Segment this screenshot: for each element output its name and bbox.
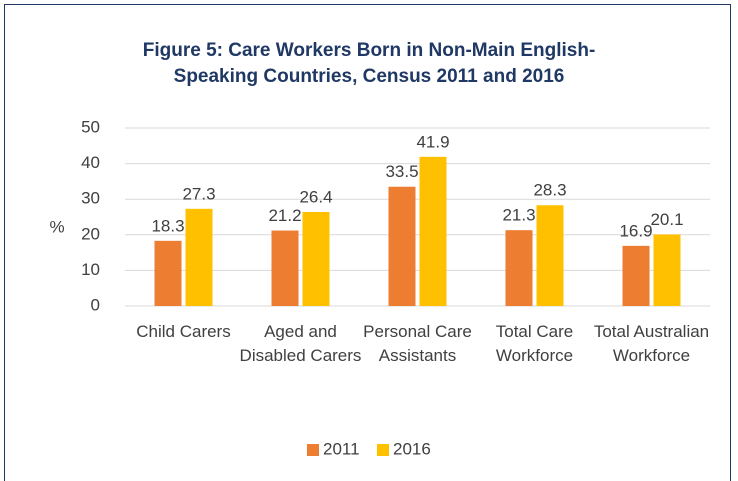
- y-tick-label: 40: [81, 153, 100, 172]
- bar: [653, 234, 681, 306]
- bar: [271, 230, 299, 306]
- data-label: 41.9: [416, 132, 449, 151]
- bar: [154, 240, 182, 306]
- legend-swatch: [377, 444, 389, 456]
- data-label: 21.3: [502, 206, 535, 225]
- y-axis-label: %: [49, 217, 64, 236]
- chart-title: Figure 5: Care Workers Born in Non-Main …: [142, 40, 596, 87]
- legend-label: 2011: [323, 439, 360, 458]
- x-tick-label: Personal Care Assistants: [363, 322, 472, 365]
- bar: [419, 156, 447, 306]
- bar: [302, 212, 330, 306]
- data-label: 27.3: [182, 184, 215, 203]
- data-label: 26.4: [299, 188, 332, 207]
- data-label: 33.5: [385, 162, 418, 181]
- data-label: 18.3: [151, 216, 184, 235]
- y-tick-label: 50: [81, 117, 100, 136]
- bar: [622, 245, 650, 306]
- bar: [388, 186, 416, 306]
- bar: [536, 205, 564, 306]
- frame: [4, 4, 731, 481]
- bar: [505, 230, 533, 306]
- data-label: 21.2: [268, 206, 301, 225]
- y-tick-label: 20: [81, 224, 100, 243]
- y-tick-label: 30: [81, 189, 100, 208]
- x-tick-label: Total Australian Workforce: [593, 322, 710, 365]
- y-tick-label: 10: [81, 260, 100, 279]
- legend-label: 2016: [393, 439, 431, 458]
- legend-swatch: [307, 444, 319, 456]
- x-tick-label: Child Carers: [136, 322, 231, 341]
- x-tick-label: Total Care Workforce: [495, 322, 574, 365]
- bar: [185, 208, 213, 306]
- x-tick-label: Aged and Disabled Carers: [239, 322, 362, 365]
- data-label: 28.3: [533, 181, 566, 200]
- y-tick-label: 0: [91, 295, 100, 314]
- data-label: 16.9: [619, 221, 652, 240]
- data-label: 20.1: [650, 210, 683, 229]
